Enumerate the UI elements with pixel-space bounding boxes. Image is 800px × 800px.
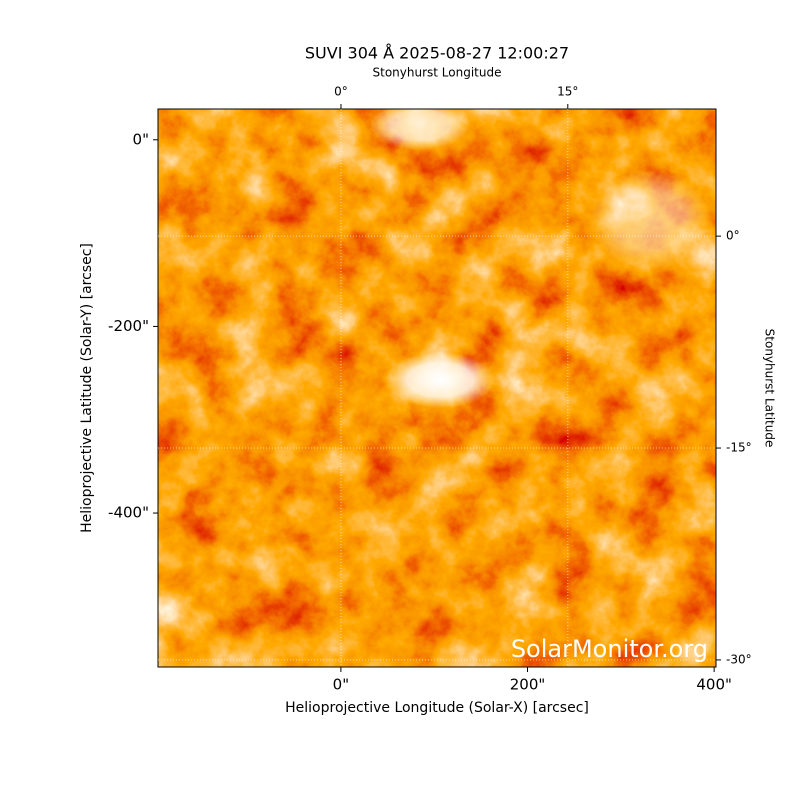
- x-tick-label: 400": [696, 676, 732, 694]
- solar-image: [158, 109, 716, 667]
- y2-tick-label: 0°: [726, 229, 740, 243]
- y-tick-label: 0": [133, 130, 149, 148]
- chart-title: SUVI 304 Å 2025-08-27 12:00:27: [305, 44, 569, 63]
- x-tick-label: 200": [510, 676, 546, 694]
- x2-axis-label: Stonyhurst Longitude: [373, 66, 502, 80]
- y2-tick-label: -30°: [726, 652, 752, 666]
- watermark: SolarMonitor.org: [511, 635, 708, 663]
- x2-tick-label: 0°: [334, 85, 348, 99]
- x2-tick-label: 15°: [557, 85, 578, 99]
- x-axis-label: Helioprojective Longitude (Solar-X) [arc…: [285, 700, 589, 716]
- y2-axis-label: Stonyhurst Latitude: [763, 329, 777, 448]
- y-tick-label: -400": [108, 504, 149, 522]
- x-tick-label: 0": [333, 676, 349, 694]
- y-tick-label: -200": [108, 317, 149, 335]
- plot-frame: [157, 108, 717, 668]
- y2-tick-label: -15°: [726, 441, 752, 455]
- y-axis-label: Helioprojective Latitude (Solar-Y) [arcs…: [79, 243, 95, 533]
